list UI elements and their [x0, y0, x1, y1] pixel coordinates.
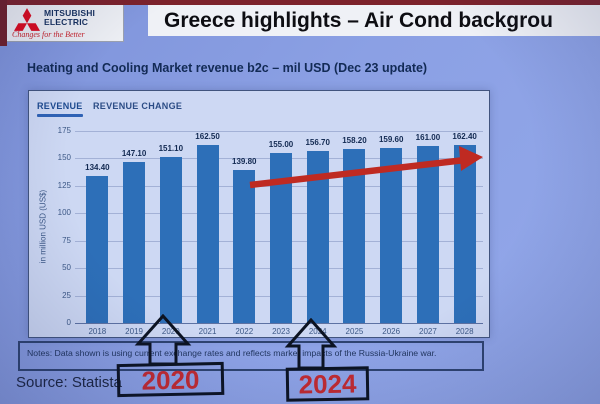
tab-revenue[interactable]: REVENUE	[37, 101, 83, 117]
bar-value-label: 162.40	[452, 131, 477, 141]
slide-title: Greece highlights – Air Cond backgrou	[148, 5, 600, 36]
y-tick-label: 25	[62, 290, 71, 300]
x-tick-label: 2020	[161, 327, 180, 336]
x-tick-label: 2026	[382, 327, 401, 336]
y-tick-label: 50	[62, 263, 71, 273]
x-tick-label: 2019	[125, 327, 143, 336]
x-tick-label: 2021	[198, 327, 217, 336]
x-tick-label: 2027	[419, 327, 437, 336]
brand-tagline: Changes for the Better	[12, 30, 85, 39]
y-tick-label: 150	[57, 153, 71, 163]
mitsubishi-logo: MITSUBISHI ELECTRIC Changes for the Bett…	[7, 5, 124, 42]
x-tick-label: 2023	[272, 327, 290, 336]
callout-2024: 2024	[285, 366, 370, 402]
y-tick-label: 75	[62, 235, 71, 245]
bar	[123, 161, 146, 323]
bar-value-label: 134.40	[85, 162, 110, 172]
tab-revenue-change[interactable]: REVENUE CHANGE	[93, 101, 183, 111]
chart-subtitle: Heating and Cooling Market revenue b2c –…	[27, 61, 428, 75]
x-tick-label: 2024	[308, 327, 327, 336]
bar	[159, 157, 182, 323]
bar	[270, 152, 292, 323]
y-tick-label: 125	[57, 180, 71, 190]
x-axis-line	[75, 323, 483, 324]
y-axis-title: in million USD (US$)	[38, 189, 48, 264]
mitsubishi-diamond-icon	[14, 8, 40, 31]
bar	[343, 149, 366, 323]
bar	[233, 169, 256, 323]
bar	[86, 175, 109, 323]
x-tick-label: 2022	[235, 327, 254, 336]
bar-value-label: 156.70	[305, 138, 330, 148]
brand-line-1: MITSUBISHI	[44, 8, 96, 18]
y-tick-label: 175	[57, 126, 71, 135]
chart-panel: REVENUE REVENUE CHANGE in million USD (U…	[28, 90, 490, 338]
bar-value-label: 155.00	[268, 139, 294, 149]
bar	[306, 151, 329, 323]
notes: Notes: Data shown is using current excha…	[18, 341, 484, 371]
callout-2020: 2020	[116, 361, 225, 398]
brand-line-2: ELECTRIC	[44, 17, 89, 27]
bar	[416, 146, 439, 323]
bar-value-label: 151.10	[158, 144, 184, 154]
photo-top-edge	[0, 0, 600, 5]
y-tick-label: 0	[66, 318, 71, 327]
bar-value-label: 158.20	[342, 136, 367, 146]
x-tick-label: 2025	[345, 327, 364, 336]
y-tick-label: 100	[57, 208, 71, 218]
bar	[196, 144, 219, 323]
source-label: Source: Statista	[16, 374, 122, 391]
x-tick-label: 2028	[455, 327, 474, 336]
x-tick-label: 2018	[88, 327, 107, 336]
photo-left-edge	[0, 0, 7, 46]
bar	[453, 144, 476, 323]
bar	[380, 147, 403, 323]
brand-name: MITSUBISHI ELECTRIC	[44, 9, 95, 27]
gridline	[75, 131, 483, 132]
bar-value-label: 161.00	[415, 133, 441, 143]
bar-value-label: 139.80	[232, 156, 257, 166]
bar-value-label: 162.50	[195, 131, 220, 141]
bar-value-label: 159.60	[378, 134, 404, 144]
bar-value-label: 147.10	[121, 148, 147, 158]
